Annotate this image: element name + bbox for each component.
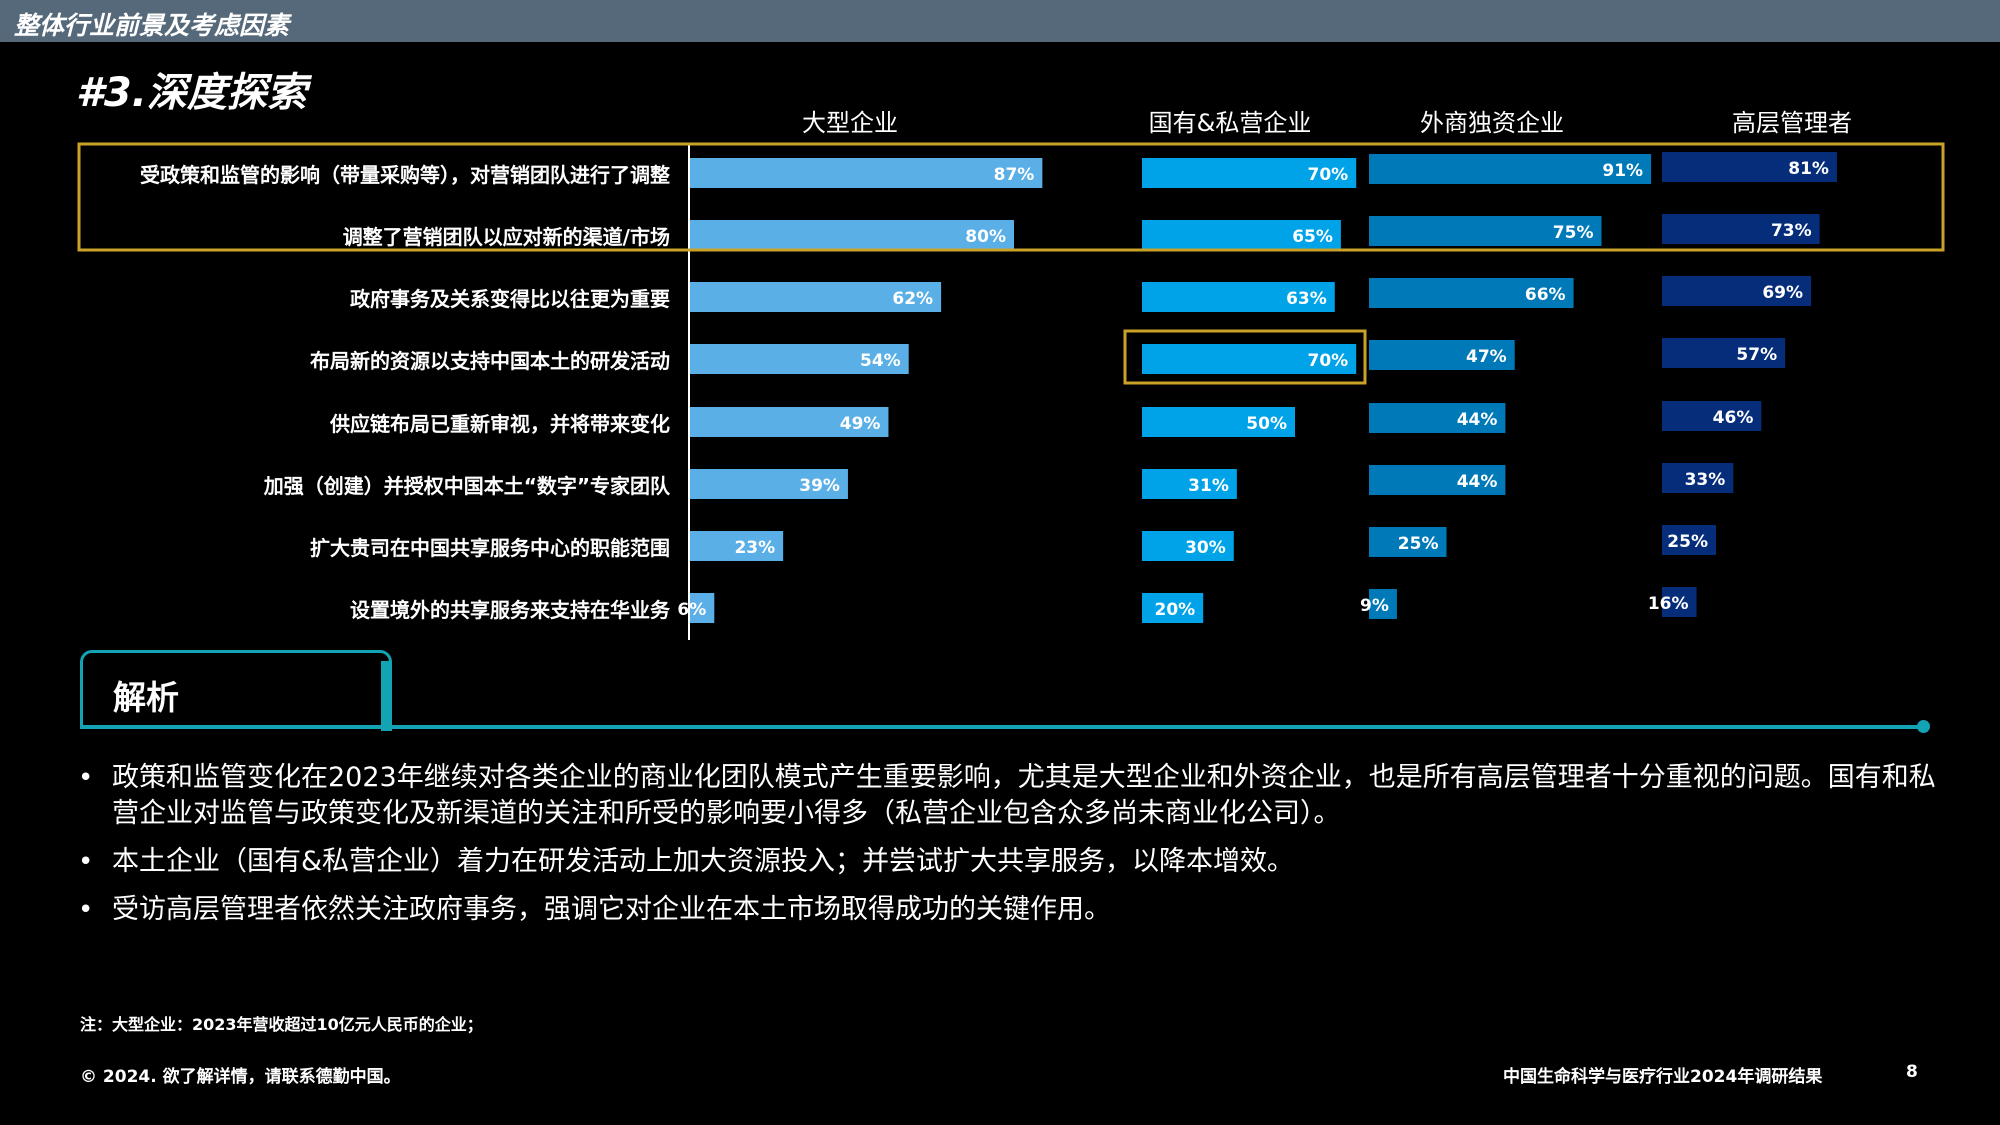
category-label: 加强（创建）并授权中国本土“数字”专家团队 [263, 474, 671, 498]
data-label: 70% [1307, 165, 1348, 185]
data-label: 30% [1185, 538, 1226, 558]
data-bar [1369, 278, 1574, 308]
data-label: 46% [1713, 408, 1754, 428]
data-bar [690, 407, 889, 437]
data-label: 75% [1553, 223, 1594, 243]
data-label: 65% [1292, 227, 1333, 247]
top-bar: 整体行业前景及考虑因素 [0, 0, 2000, 42]
data-label: 31% [1188, 476, 1229, 496]
highlight-box [1123, 329, 1367, 385]
data-label: 25% [1398, 534, 1439, 554]
data-bar [1662, 276, 1812, 306]
data-label: 66% [1525, 285, 1566, 305]
data-label: 50% [1246, 414, 1287, 434]
analysis-tab: 解析 [80, 650, 392, 731]
analysis-bullets: 政策和监管变化在2023年继续对各类企业的商业化团队模式产生重要影响，尤其是大型… [78, 760, 1958, 940]
data-bar [1369, 216, 1602, 246]
bullet-item: 受访高层管理者依然关注政府事务，强调它对企业在本土市场取得成功的关键作用。 [78, 892, 1958, 928]
category-label: 扩大贵司在中国共享服务中心的职能范围 [310, 536, 670, 560]
category-label: 受政策和监管的影响（带量采购等），对营销团队进行了调整 [140, 163, 670, 187]
data-bar [1662, 401, 1762, 431]
data-bar [1662, 338, 1786, 368]
data-bar [1662, 587, 1697, 617]
data-label: 9% [1360, 596, 1389, 616]
bullet-item: 本土企业（国有&私营企业）着力在研发活动上加大资源投入；并尝试扩大共享服务，以降… [78, 844, 1958, 880]
data-label: 47% [1466, 347, 1507, 367]
data-bar [690, 469, 848, 499]
data-label: 20% [1154, 600, 1195, 620]
data-bar [1662, 463, 1734, 493]
data-bar [690, 344, 909, 374]
data-bar [1369, 340, 1515, 370]
data-label: 91% [1602, 161, 1643, 181]
data-label: 49% [840, 414, 881, 434]
data-bar [1142, 220, 1341, 250]
data-label: 23% [734, 538, 775, 558]
data-label: 87% [994, 165, 1035, 185]
data-bar [1142, 282, 1335, 312]
category-label: 政府事务及关系变得比以往更为重要 [350, 287, 670, 311]
data-bar [690, 531, 784, 561]
data-label: 54% [860, 351, 901, 371]
data-bar [1369, 403, 1506, 433]
data-label: 62% [892, 289, 933, 309]
data-label: 57% [1736, 345, 1777, 365]
data-bar [1142, 469, 1237, 499]
data-bar [690, 282, 942, 312]
data-label: 81% [1788, 159, 1829, 179]
data-label: 44% [1457, 472, 1498, 492]
data-bar [1369, 154, 1652, 184]
highlight-box [77, 142, 1945, 252]
report-title: 中国生命科学与医疗行业2024年调研结果 [1503, 1067, 1823, 1087]
data-label: 73% [1771, 221, 1812, 241]
data-bar [1369, 589, 1397, 619]
page-heading: #3.深度探索 [76, 70, 307, 116]
data-bar [690, 593, 715, 623]
data-label: 39% [799, 476, 840, 496]
data-bar [1662, 214, 1820, 244]
series-header: 国有&私营企业 [1149, 109, 1312, 137]
data-bar [1142, 158, 1357, 188]
data-label: 16% [1648, 594, 1689, 614]
data-bar [690, 220, 1014, 250]
data-bar [1662, 152, 1837, 182]
data-bar [1369, 465, 1506, 495]
category-label: 设置境外的共享服务来支持在华业务 [350, 598, 671, 622]
data-bar [1369, 527, 1447, 557]
series-header: 外商独资企业 [1420, 109, 1564, 137]
category-label: 布局新的资源以支持中国本土的研发活动 [310, 349, 670, 373]
category-label: 调整了营销团队以应对新的渠道/市场 [343, 225, 670, 249]
data-bar [1142, 531, 1234, 561]
data-bar [1142, 407, 1295, 437]
data-bar [1662, 525, 1716, 555]
divider-end-dot [1917, 720, 1930, 733]
top-bar-title: 整体行业前景及考虑因素 [14, 11, 290, 40]
bar-chart: 大型企业 国有&私营企业 外商独资企业 高层管理者受政策和监管的影响（带量采购等），对… [77, 109, 1945, 640]
data-label: 33% [1685, 470, 1726, 490]
data-bar [1142, 593, 1204, 623]
data-label: 70% [1307, 351, 1348, 371]
data-label: 6% [677, 600, 706, 620]
data-bar [1142, 344, 1357, 374]
series-header: 高层管理者 [1732, 109, 1852, 137]
page-number: 8 [1906, 1062, 1918, 1082]
copyright: © 2024. 欲了解详情，请联系德勤中国。 [80, 1067, 401, 1087]
analysis-title: 解析 [113, 678, 179, 717]
data-label: 69% [1762, 283, 1803, 303]
data-label: 63% [1286, 289, 1327, 309]
data-bar [690, 158, 1043, 188]
data-label: 25% [1667, 532, 1708, 552]
data-label: 80% [965, 227, 1006, 247]
category-label: 供应链布局已重新审视，并将带来变化 [329, 412, 670, 436]
analysis-divider [80, 725, 1923, 729]
footnote: 注：大型企业：2023年营收超过10亿元人民币的企业； [80, 1015, 483, 1034]
series-header: 大型企业 [802, 109, 898, 137]
bullet-item: 政策和监管变化在2023年继续对各类企业的商业化团队模式产生重要影响，尤其是大型… [78, 760, 1958, 832]
data-label: 44% [1457, 410, 1498, 430]
